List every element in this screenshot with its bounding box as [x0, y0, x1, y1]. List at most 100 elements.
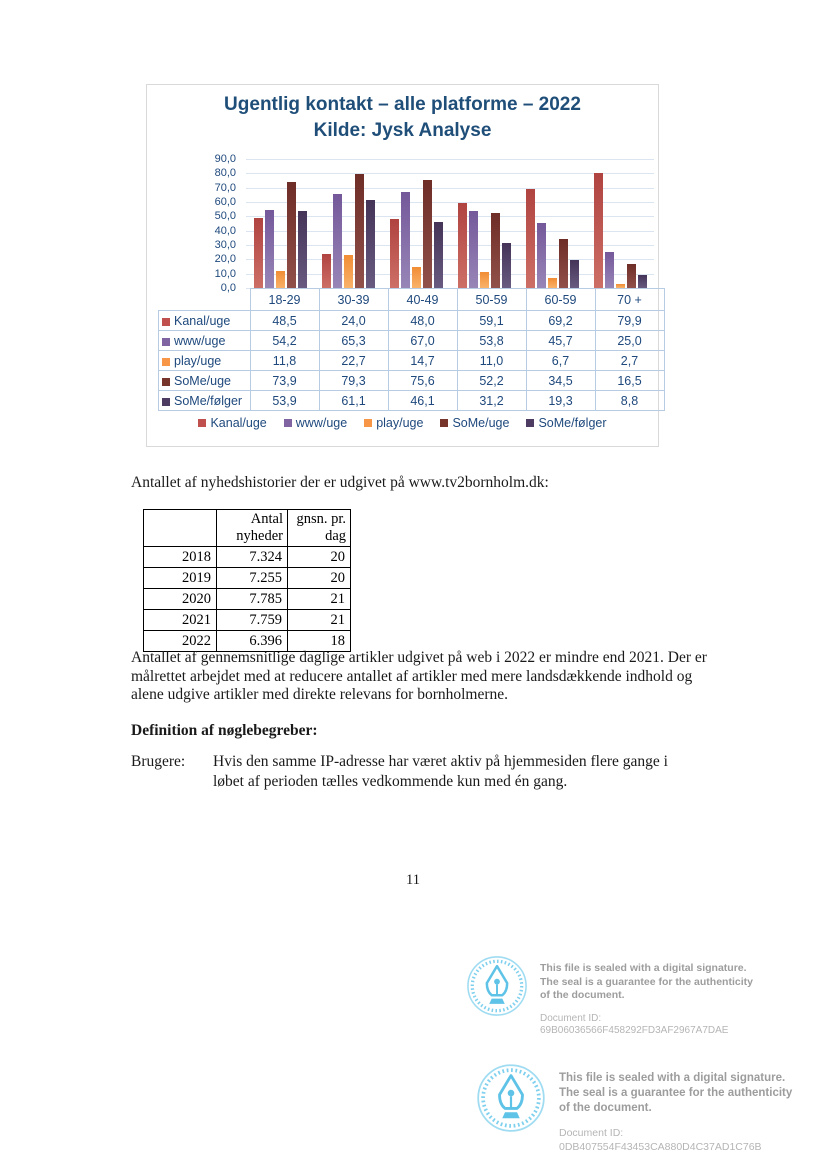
chart-title-line2: Kilde: Jysk Analyse — [313, 120, 492, 141]
value-cell: 45,7 — [525, 330, 596, 351]
count-cell: 7.324 — [216, 546, 288, 568]
year-cell: 2021 — [143, 609, 217, 631]
count-cell: 7.759 — [216, 609, 288, 631]
legend-item: SoMe/uge — [440, 416, 509, 430]
bar — [468, 210, 478, 288]
y-tick-label: 60,0 — [214, 196, 236, 208]
series-row: www/uge 54,2 65,3 67,0 53,8 45,7 25,0 — [158, 330, 665, 351]
value-cell: 52,2 — [456, 370, 527, 391]
news-table-header-row: Antal nyheder gnsn. pr. dag — [143, 509, 351, 547]
bar — [411, 266, 421, 288]
seal-headline: This file is sealed with a digital signa… — [559, 1063, 792, 1116]
news-table-header-gnsn: gnsn. pr. dag — [287, 509, 351, 547]
bar-group — [246, 159, 314, 288]
value-cell: 46,1 — [387, 390, 458, 411]
legend-item: play/uge — [364, 416, 423, 430]
table-row: 2018 7.324 20 — [143, 546, 351, 568]
legend-swatch-icon — [526, 419, 535, 427]
intro-text: Antallet af nyhedshistorier der er udgiv… — [131, 474, 549, 491]
series-swatch-icon — [162, 317, 170, 326]
value-cell: 73,9 — [249, 370, 320, 391]
value-cell: 75,6 — [387, 370, 458, 391]
bar-group — [382, 159, 450, 288]
series-swatch-icon — [162, 377, 170, 386]
seal-line: The seal is a guarantee for the authenti… — [559, 1087, 793, 1099]
value-cell: 19,3 — [525, 390, 596, 411]
y-tick-label: 80,0 — [214, 167, 236, 180]
series-row: SoMe/følger 53,9 61,1 46,1 31,2 19,3 8,8 — [158, 390, 665, 411]
value-cell: 24,0 — [318, 310, 389, 331]
bar — [569, 260, 579, 288]
value-cell: 8,8 — [594, 390, 665, 411]
chart-y-axis: 90,0 80,0 70,0 60,0 50,0 40,0 30,0 20,0 10,0 0,0 — [147, 153, 241, 294]
chart-title: Ugentlig kontakt – alle platforme – 2022… — [147, 92, 658, 144]
table-row: 2019 7.255 20 — [143, 567, 351, 589]
value-cell: 11,0 — [456, 350, 527, 371]
bar — [297, 210, 307, 288]
bar — [354, 174, 364, 288]
grid-line — [246, 259, 654, 261]
bar — [343, 255, 353, 288]
value-cell: 16,5 — [594, 370, 665, 391]
legend-label: play/uge — [376, 416, 424, 430]
bar — [253, 218, 263, 288]
legend-item: SoMe/følger — [526, 416, 607, 430]
bar — [525, 188, 535, 288]
legend-swatch-icon — [364, 419, 373, 427]
legend-label: SoMe/følger — [538, 416, 607, 430]
bar — [490, 213, 500, 288]
y-tick-label: 40,0 — [214, 224, 236, 237]
bar — [593, 173, 603, 288]
news-table-header-empty — [143, 509, 217, 547]
count-cell: 6.396 — [216, 630, 288, 652]
doc-id-value: 69B06036566F458292FD3AF2967A7DAE — [540, 1025, 729, 1036]
year-cell: 2020 — [143, 588, 217, 610]
seal-text-block: This file is sealed with a digital signa… — [559, 1063, 792, 1154]
bar — [422, 179, 432, 288]
legend-item: Kanal/uge — [198, 416, 267, 430]
value-cell: 79,9 — [594, 310, 665, 331]
bar — [332, 194, 342, 288]
y-tick-label: 10,0 — [214, 267, 236, 280]
bar — [286, 182, 296, 288]
category-label: 50-59 — [456, 288, 527, 311]
legend-label: www/uge — [295, 416, 348, 430]
y-tick-label: 30,0 — [214, 239, 236, 251]
value-cell: 53,9 — [249, 390, 320, 411]
value-cell: 65,3 — [318, 330, 389, 351]
value-cell: 48,5 — [249, 310, 320, 331]
series-swatch-icon — [162, 337, 170, 346]
avg-cell: 21 — [287, 588, 351, 610]
bar — [558, 238, 568, 288]
doc-id-value: 0DB407554F43453CA880D4C37AD1C76B — [559, 1140, 762, 1153]
bar — [433, 221, 443, 288]
year-cell: 2022 — [143, 630, 217, 652]
grid-line — [246, 173, 654, 175]
news-table-header-antal: Antal nyheder — [216, 509, 288, 547]
table-row: 2020 7.785 21 — [143, 588, 351, 610]
bar-groups — [246, 159, 654, 288]
avg-cell: 20 — [287, 546, 351, 568]
series-row: play/uge 11,8 22,7 14,7 11,0 6,7 2,7 — [158, 350, 665, 371]
bar-group — [586, 159, 654, 288]
avg-cell: 20 — [287, 567, 351, 589]
avg-cell: 21 — [287, 609, 351, 631]
bar — [264, 210, 274, 288]
value-cell: 53,8 — [456, 330, 527, 351]
bar — [547, 278, 557, 288]
seal-pen-icon — [477, 1064, 545, 1132]
count-cell: 7.785 — [216, 588, 288, 610]
bar — [479, 272, 489, 288]
bar — [615, 284, 625, 288]
digital-seal-2: This file is sealed with a digital signa… — [476, 1063, 792, 1154]
seal-docid: Document ID: 0DB407554F43453CA880D4C37AD… — [559, 1127, 792, 1154]
series-row: Kanal/uge 48,5 24,0 48,0 59,1 69,2 79,9 — [158, 310, 665, 331]
avg-cell: 18 — [287, 630, 351, 652]
series-name: Kanal/uge — [158, 310, 251, 331]
year-cell: 2019 — [143, 567, 217, 589]
chart: Ugentlig kontakt – alle platforme – 2022… — [146, 84, 665, 447]
bar — [400, 191, 410, 288]
value-cell: 31,2 — [456, 390, 527, 411]
legend-item: www/uge — [283, 416, 348, 430]
